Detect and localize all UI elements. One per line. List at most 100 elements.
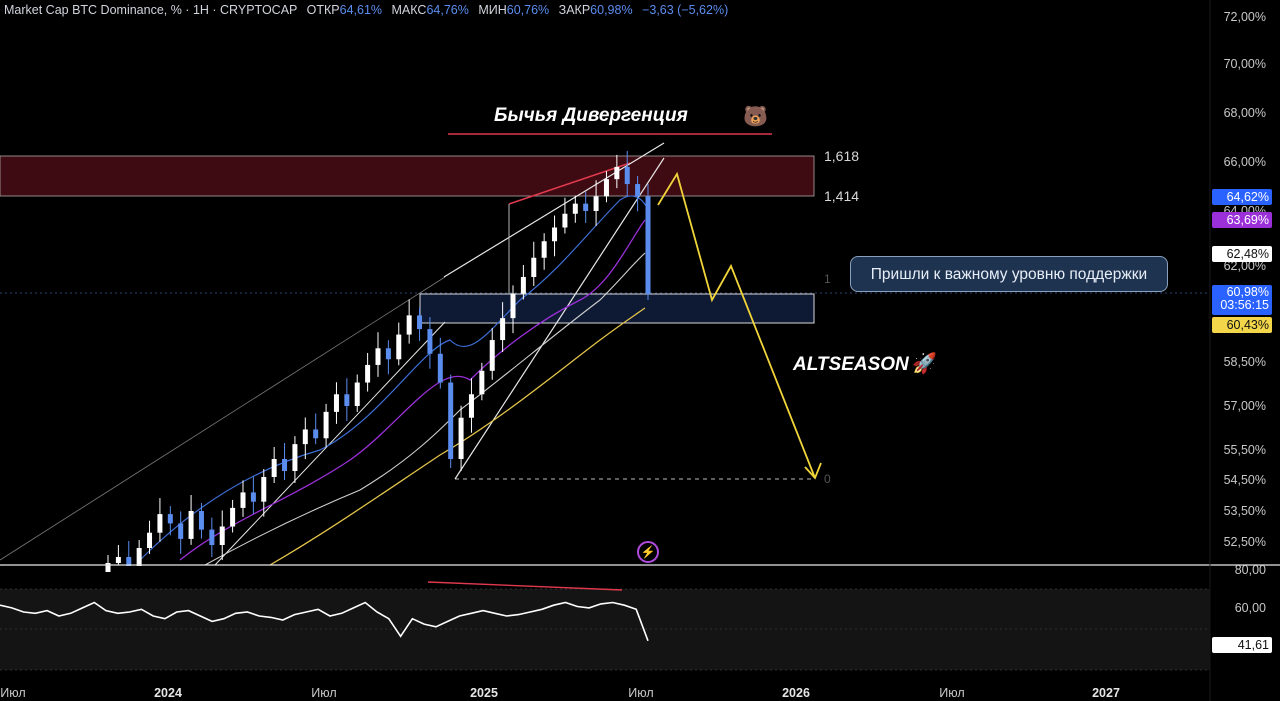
candle [282, 459, 288, 471]
candle [240, 492, 246, 508]
bear-icon: 🐻 [743, 106, 768, 128]
x-tick: 2026 [782, 686, 810, 700]
candle [396, 334, 402, 360]
candle [302, 429, 308, 445]
altseason-label[interactable]: ALTSEASON [793, 354, 909, 375]
candle [219, 526, 225, 545]
candle [645, 196, 651, 294]
price-tag-yellow: 60,43% [1212, 317, 1272, 333]
candle [157, 514, 163, 533]
support-callout[interactable]: Пришли к важному уровню поддержки [850, 256, 1168, 292]
fib-label-1: 1 [824, 272, 831, 286]
y-tick: 68,00% [1223, 106, 1266, 120]
price-tag-close: 60,98% 03:56:15 [1212, 285, 1272, 315]
candle [178, 523, 184, 539]
candle [365, 364, 371, 383]
symbol-title[interactable]: Market Cap BTC Dominance, % · 1H · CRYPT… [4, 3, 298, 17]
y-tick: 70,00% [1223, 57, 1266, 71]
candle [292, 444, 298, 471]
y-tick: 53,50% [1223, 504, 1266, 518]
candle [385, 348, 391, 360]
divergence-label[interactable]: Бычья Дивергенция [494, 105, 688, 126]
candle [375, 348, 381, 365]
candle [572, 203, 578, 214]
x-tick: Июл [628, 686, 654, 700]
candle [344, 394, 350, 406]
candle [635, 184, 641, 197]
y-tick: 72,00% [1223, 10, 1266, 24]
x-tick: Июл [311, 686, 337, 700]
candle [406, 315, 412, 335]
candle [313, 429, 319, 439]
candle [323, 411, 329, 439]
low-label: МИН [478, 3, 507, 17]
channel-lower [454, 157, 665, 480]
candle [489, 340, 495, 371]
price-tag-current: 64,62% [1212, 189, 1272, 205]
fib-label-0: 0 [824, 472, 831, 486]
candle [520, 276, 526, 294]
x-tick: 2025 [470, 686, 498, 700]
candle [261, 477, 267, 502]
x-tick: Июл [939, 686, 965, 700]
ma-yellow [269, 307, 646, 566]
candle [188, 511, 194, 539]
flash-icon[interactable]: ⚡ [637, 541, 659, 563]
candles-group [105, 150, 651, 572]
open-value: 64,61% [339, 3, 383, 17]
rsi-tick: 60,00 [1234, 601, 1266, 615]
countdown: 03:56:15 [1220, 298, 1269, 312]
candle [583, 203, 589, 211]
resistance-zone [0, 155, 815, 197]
candle [552, 227, 558, 242]
y-tick: 57,00% [1223, 399, 1266, 413]
candle [593, 196, 599, 211]
candle [354, 382, 360, 406]
y-tick: 58,50% [1223, 355, 1266, 369]
candle [603, 179, 609, 197]
candle [198, 511, 204, 530]
candle [510, 293, 516, 319]
ma-white [204, 252, 646, 566]
price-tag-rsi: 41,61 [1212, 637, 1272, 653]
close-label: ЗАКР [558, 3, 591, 17]
candle [250, 492, 256, 502]
projection-arrow [657, 171, 816, 479]
candle [333, 394, 339, 412]
candle [427, 329, 433, 354]
candle [437, 353, 443, 383]
x-tick: Июл [0, 686, 26, 700]
open-label: ОТКР [306, 3, 340, 17]
rsi-band [0, 589, 1210, 670]
candle [500, 318, 506, 341]
candle [417, 315, 423, 330]
candle [105, 563, 111, 572]
ma-blue [139, 195, 651, 561]
candle [147, 532, 153, 548]
y-tick: 62,00% [1223, 259, 1266, 273]
candle [562, 213, 568, 228]
candle [126, 557, 132, 566]
candle [541, 241, 547, 258]
candle [209, 529, 215, 545]
y-tick: 54,50% [1223, 473, 1266, 487]
price-tag-close-value: 60,98% [1226, 285, 1269, 299]
candle [458, 417, 464, 459]
high-label: МАКС [391, 3, 427, 17]
ma-purple [179, 219, 646, 561]
high-value: 64,76% [426, 3, 469, 17]
close-value: 60,98% [590, 3, 633, 17]
channel-line-long [0, 276, 446, 561]
projection-arrow-head [804, 462, 822, 480]
divergence-price-line [508, 162, 631, 205]
y-tick: 66,00% [1223, 155, 1266, 169]
chart-header: Market Cap BTC Dominance, % · 1H · CRYPT… [4, 3, 728, 17]
support-zone [419, 293, 815, 324]
rocket-icon: 🚀 [912, 353, 937, 375]
x-tick: 2024 [154, 686, 182, 700]
candle [614, 166, 620, 180]
rsi-tick: 80,00 [1234, 563, 1266, 577]
candle [167, 514, 173, 524]
price-tag-white: 62,48% [1212, 246, 1272, 262]
